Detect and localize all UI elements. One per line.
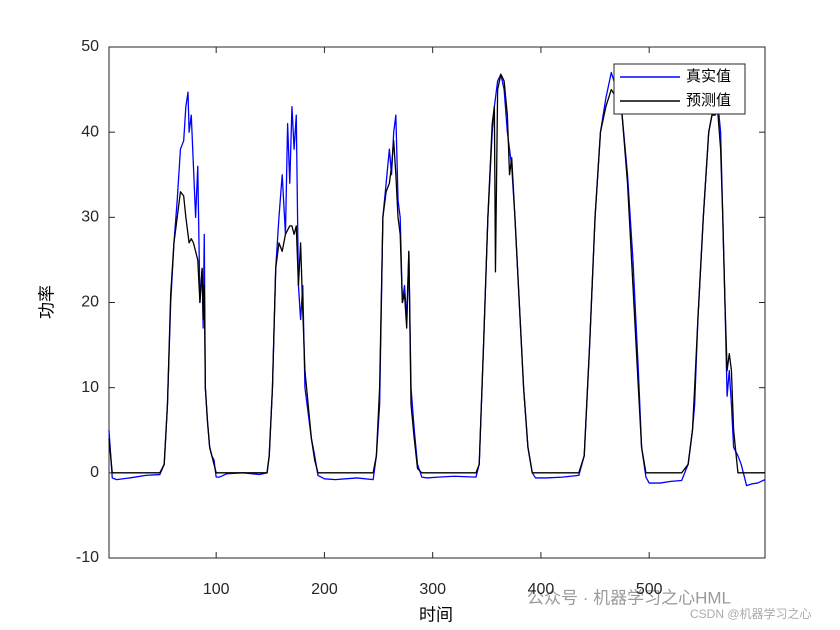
y-tick-label: -10 (76, 549, 99, 566)
watermark: CSDN @机器学习之心 (690, 606, 812, 621)
x-tick-label: 100 (203, 581, 230, 598)
watermark: 公众号 · 机器学习之心HML (527, 588, 731, 607)
y-axis-label: 功率 (38, 285, 58, 319)
x-tick-label: 400 (528, 581, 555, 598)
plot-frame (108, 46, 766, 559)
legend-label: 预测值 (686, 91, 731, 109)
y-tick-label: 0 (90, 464, 99, 481)
x-tick-label: 500 (636, 581, 663, 598)
y-tick-label: 20 (81, 294, 99, 311)
x-tick-label: 200 (311, 581, 338, 598)
legend-box (613, 63, 746, 115)
y-tick-label: 40 (81, 123, 99, 140)
x-tick-label: 300 (419, 581, 446, 598)
legend-label: 真实值 (686, 67, 731, 85)
y-tick-label: 30 (81, 209, 99, 226)
x-axis-label: 时间 (419, 606, 453, 626)
y-tick-label: 10 (81, 379, 99, 396)
y-tick-label: 50 (81, 38, 99, 55)
series-line (108, 73, 765, 474)
